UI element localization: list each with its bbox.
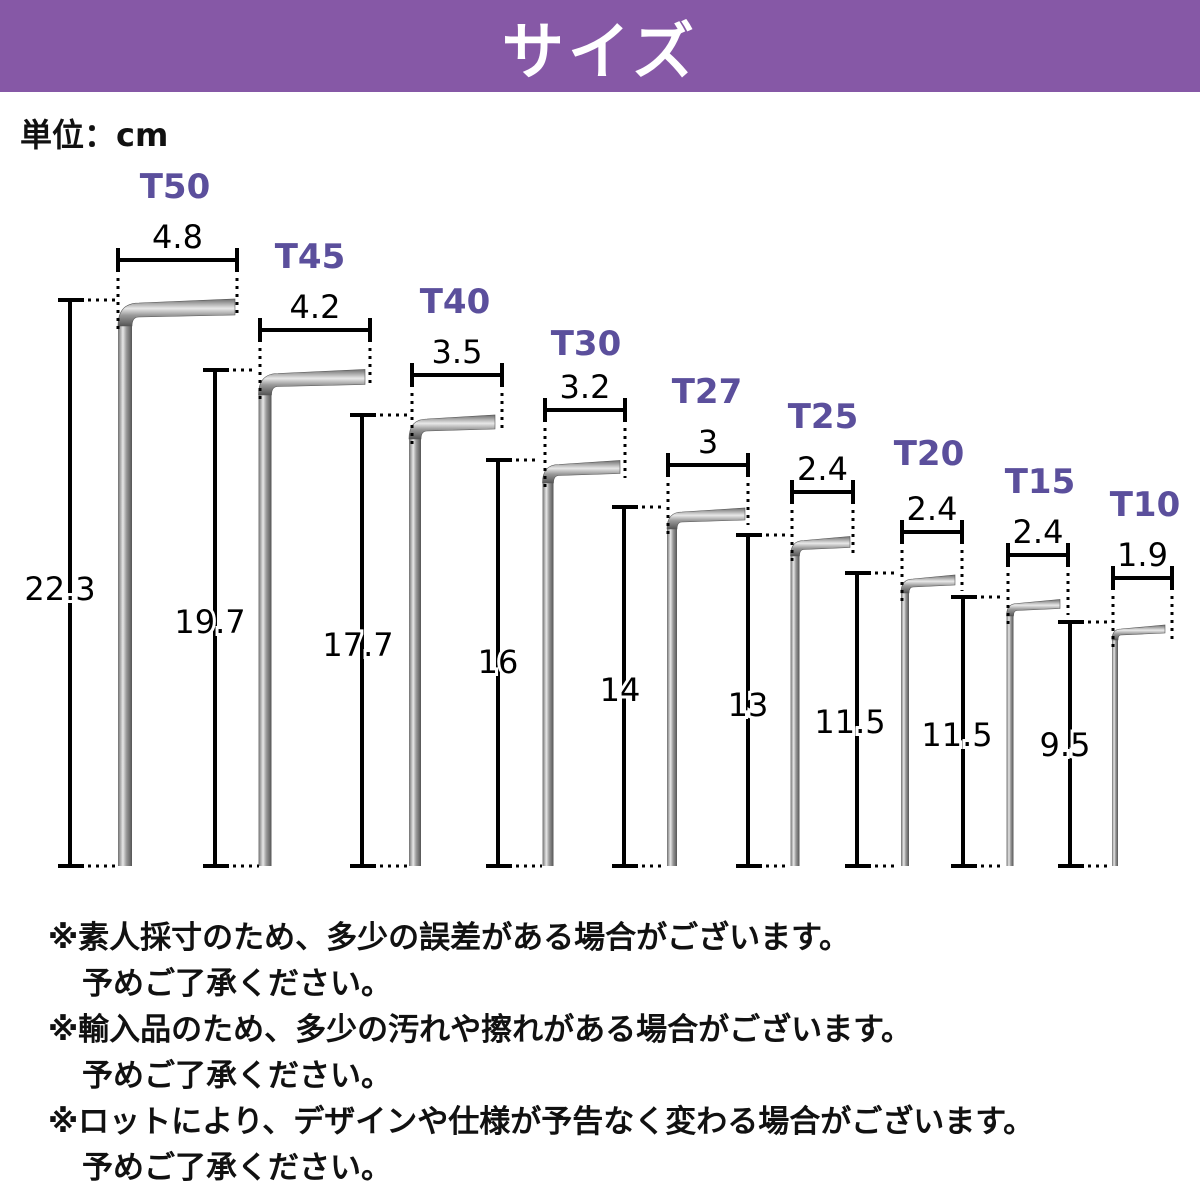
note-text: 予めご了承ください。 [82, 1058, 392, 1094]
key-arm [666, 507, 746, 530]
header-banner: サイズ [0, 0, 1200, 92]
width-value: 2.4 [797, 450, 848, 488]
key-size-label: T50 [140, 167, 211, 207]
note-3: ※ロットにより、デザインや仕様が予告なく変わる場合がございます。 予めご了承くだ… [48, 1099, 1034, 1191]
note-text: ※ロットにより、デザインや仕様が予告なく変わる場合がございます。 [48, 1104, 1035, 1140]
key-shaft [1112, 638, 1118, 866]
page-title: サイズ [501, 15, 699, 88]
key-shaft [901, 591, 909, 866]
width-value: 2.4 [907, 490, 958, 528]
length-value: 17.7 [322, 626, 393, 664]
length-value: 11.5 [814, 703, 885, 741]
note-text: ※輸入品のため、多少の汚れや擦れがある場合がございます。 [48, 1012, 913, 1048]
width-value: 3 [698, 423, 718, 461]
key-t20: T20 2.4 11.5 [811, 434, 965, 868]
key-arm [542, 460, 621, 484]
key-shaft [258, 393, 272, 866]
notes: ※素人採寸のため、多少の誤差がある場合がございます。 予めご了承ください。 ※輸… [48, 915, 1034, 1191]
note-2: ※輸入品のため、多少の汚れや擦れがある場合がございます。 予めご了承ください。 [48, 1007, 1034, 1099]
key-size-label: T27 [672, 372, 743, 412]
key-t40: T40 3.5 17.7 [319, 282, 504, 868]
key-t25: T25 2.4 13 [725, 397, 859, 868]
key-arm [258, 369, 366, 396]
key-shaft [409, 437, 421, 866]
unit-label: 単位：cm [20, 116, 169, 154]
width-value: 4.2 [290, 288, 341, 326]
size-diagram: T50 4.8 22.3 T45 4.2 19.7 T40 3.5 17.7 T30 3.2 16 T2… [21, 167, 1181, 868]
length-value: 22.3 [24, 570, 95, 608]
length-value: 9.5 [1040, 726, 1091, 764]
key-t30: T30 3.2 16 [475, 324, 627, 868]
key-t10: T10 1.9 9.5 [1037, 485, 1181, 868]
key-shaft [667, 527, 677, 866]
key-shaft [1006, 614, 1014, 866]
key-size-label: T40 [420, 282, 491, 322]
key-arm [1111, 624, 1166, 641]
key-size-label: T45 [275, 237, 346, 277]
length-value: 13 [728, 686, 769, 724]
width-value: 3.5 [432, 333, 483, 371]
key-size-label: T10 [1110, 485, 1181, 525]
note-1: ※素人採寸のため、多少の誤差がある場合がございます。 予めご了承ください。 [48, 915, 1034, 1007]
note-text: 予めご了承ください。 [82, 1150, 392, 1186]
key-size-label: T30 [551, 324, 622, 364]
key-size-label: T20 [894, 434, 965, 474]
key-arm [408, 414, 496, 440]
width-value: 2.4 [1013, 513, 1064, 551]
key-arm [1006, 599, 1061, 617]
key-shaft [790, 554, 800, 866]
length-value: 11.5 [921, 716, 992, 754]
width-value: 1.9 [1117, 536, 1168, 574]
note-text: ※素人採寸のため、多少の誤差がある場合がございます。 [48, 920, 851, 956]
length-value: 19.7 [174, 603, 245, 641]
length-value: 14 [600, 671, 641, 709]
key-shaft [118, 324, 132, 866]
key-t50: T50 4.8 22.3 [21, 167, 239, 868]
key-arm [790, 536, 851, 557]
note-text: 予めご了承ください。 [82, 966, 392, 1002]
key-arm [900, 574, 956, 594]
key-size-label: T15 [1005, 462, 1076, 502]
key-t45: T45 4.2 19.7 [171, 237, 372, 868]
width-value: 3.2 [560, 368, 611, 406]
key-t27: T27 3 14 [597, 372, 750, 868]
width-value: 4.8 [152, 218, 203, 256]
key-arm [117, 298, 236, 327]
length-value: 16 [478, 643, 519, 681]
key-size-label: T25 [788, 397, 859, 437]
key-t15: T15 2.4 11.5 [918, 462, 1076, 868]
key-shaft [542, 481, 554, 866]
